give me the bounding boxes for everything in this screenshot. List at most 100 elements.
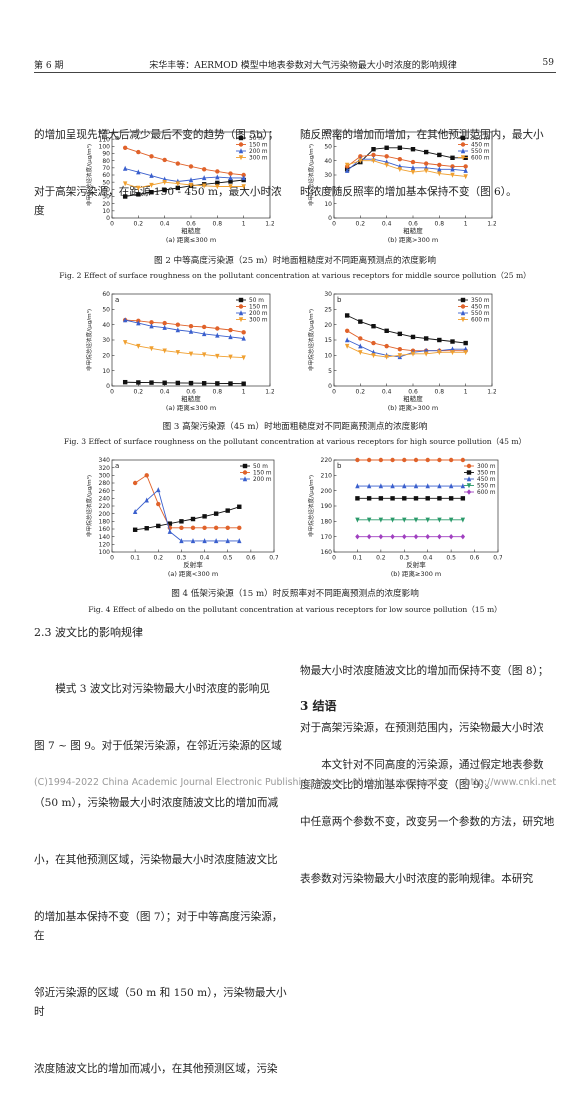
data-point <box>437 171 442 177</box>
data-point <box>175 350 181 356</box>
data-point <box>448 483 454 489</box>
data-point <box>355 483 360 489</box>
data-point <box>423 168 429 174</box>
data-point <box>228 381 233 386</box>
data-point <box>448 496 454 501</box>
data-point <box>225 538 230 544</box>
data-point <box>188 324 194 329</box>
x-tick-label: 0.4 <box>382 389 392 396</box>
data-point <box>463 340 468 346</box>
data-point <box>366 517 372 523</box>
legend-marker <box>242 470 248 475</box>
x-tick-label: 1.2 <box>487 389 496 396</box>
y-tick-label: 60 <box>102 172 110 179</box>
y-tick-label: 10 <box>324 201 332 208</box>
y-tick-label: 10 <box>102 208 110 215</box>
x-tick-label: 0 <box>110 555 114 562</box>
data-point <box>228 184 233 190</box>
legend-label: 300 m <box>249 318 268 324</box>
fig3a-chart: 0 10 20 30 40 50 60 0 0.2 0.4 0.6 0.8 1 1.2 粗糙度(a) 距离≤… <box>85 291 274 412</box>
legend-marker <box>466 489 472 495</box>
y-tick-label: 80 <box>102 158 110 165</box>
text-line: 表参数对污染物最大小时浓度的影响规律。本研究 <box>300 873 534 885</box>
data-point <box>384 343 389 349</box>
x-tick-label: 0.3 <box>177 555 187 562</box>
data-point <box>162 157 167 163</box>
data-point <box>188 328 194 334</box>
series-line <box>125 147 244 176</box>
data-point <box>366 457 372 463</box>
y-axis-label: 非甲烷总烃浓度/(μg/m³) <box>307 475 315 537</box>
data-point <box>136 192 141 197</box>
data-point <box>156 501 161 507</box>
data-point <box>122 340 128 346</box>
data-point <box>437 162 442 168</box>
data-point <box>144 473 149 478</box>
fig4-caption-cn: 图 4 低架污染源（15 m）时反照率对不同距离预测点的浓度影响 <box>171 589 419 599</box>
data-point <box>410 169 416 175</box>
x-tick-label: 1.2 <box>265 221 274 228</box>
data-point <box>384 328 389 333</box>
data-point <box>215 326 220 331</box>
section-heading-2-3: 2.3 波文比的影响规律 <box>34 626 143 639</box>
legend-marker <box>466 483 472 489</box>
data-point <box>390 496 395 501</box>
y-tick-label: 140 <box>99 534 111 541</box>
data-point <box>410 147 416 152</box>
data-point <box>450 172 455 178</box>
data-point <box>136 380 141 385</box>
data-point <box>384 145 389 150</box>
y-tick-label: 320 <box>99 465 111 472</box>
data-point <box>144 526 149 531</box>
data-point <box>390 483 395 489</box>
y-axis-label: 非甲烷总烃浓度/(μg/m³) <box>307 309 315 371</box>
data-point <box>437 457 442 463</box>
y-tick-label: 30 <box>102 337 110 344</box>
data-point <box>241 355 246 361</box>
y-tick-label: 10 <box>324 353 332 360</box>
x-tick-label: 0.4 <box>160 221 170 228</box>
data-point <box>410 334 416 340</box>
data-point <box>149 346 154 352</box>
y-axis-label: 非甲烷总烃浓度/(μg/m³) <box>85 475 93 537</box>
data-point <box>402 496 407 501</box>
data-point <box>228 171 233 176</box>
y-tick-label: 30 <box>102 194 110 201</box>
legend-marker <box>238 304 244 309</box>
data-point <box>136 169 141 175</box>
data-point <box>188 351 194 357</box>
panel-letter: b <box>337 134 342 142</box>
legend-marker <box>466 470 472 475</box>
legend-label: 50 m <box>249 298 264 304</box>
data-point <box>437 152 442 158</box>
y-tick-label: 0 <box>106 215 110 222</box>
data-point <box>413 483 419 489</box>
data-point <box>215 169 220 174</box>
x-tick-label: 0 <box>110 221 114 228</box>
data-point <box>397 353 403 359</box>
data-point <box>378 483 384 489</box>
data-point <box>237 504 242 509</box>
text-line: 时浓度随反照率的增加基本保持不变（图 6）。 <box>300 186 517 198</box>
series-line <box>125 381 244 385</box>
x-tick-label: 0.2 <box>356 389 366 396</box>
data-point <box>460 533 466 540</box>
legend-label: 600 m <box>471 156 490 162</box>
right-column-text: 物最大小时浓度随波文比的增加而保持不变（图 8）； 对于高架污染源，在预测范围内… <box>300 624 558 814</box>
data-point <box>202 525 207 531</box>
x-tick-label: 0.2 <box>134 389 144 396</box>
data-point <box>122 165 128 171</box>
data-point <box>201 331 207 337</box>
x-tick-label: 0.8 <box>213 389 223 396</box>
x-tick-label: 1 <box>242 221 246 228</box>
text-line: 图 7 ~ 图 9。对于低架污染源，在邻近污染源的区域 <box>34 740 282 752</box>
data-point <box>156 523 161 529</box>
x-tick-label: 0.4 <box>160 389 170 396</box>
data-point <box>344 313 350 318</box>
data-point <box>201 175 207 181</box>
data-point <box>228 334 233 340</box>
data-point <box>201 324 207 330</box>
data-point <box>448 517 454 523</box>
y-tick-label: 190 <box>321 503 333 510</box>
